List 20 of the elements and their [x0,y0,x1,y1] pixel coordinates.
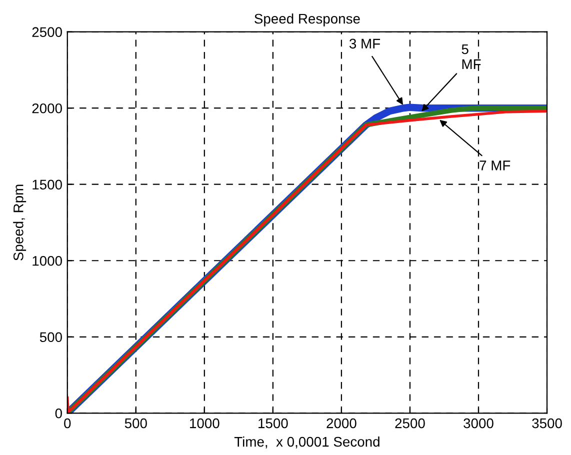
x-tick-label: 2000 [326,418,356,428]
annotation: 7 MF [480,160,510,170]
y-tick-label: 1500 [32,180,62,190]
x-tick-label: 1000 [190,418,220,428]
x-tick-label: 3000 [464,418,494,428]
y-axis-title: Speed, Rpm [13,184,26,260]
y-tick-label: 1000 [32,256,62,266]
x-tick-label: 1500 [258,418,288,428]
x-tick-label: 0 [64,418,71,428]
x-tick-label: 3500 [532,418,562,428]
x-tick-label: 2500 [395,418,425,428]
annotation: 5 MF [462,44,481,69]
x-tick-label: 500 [124,418,147,428]
y-tick-label: 2000 [32,103,62,114]
y-tick-label: 500 [40,332,62,342]
chart-title: Speed Response [254,13,360,26]
y-tick-label: 2500 [32,27,62,38]
y-tick-label: 0 [55,408,62,418]
annotation: 3 MF [349,38,380,49]
x-axis-title: Time, x 0,0001 Second [234,436,380,448]
